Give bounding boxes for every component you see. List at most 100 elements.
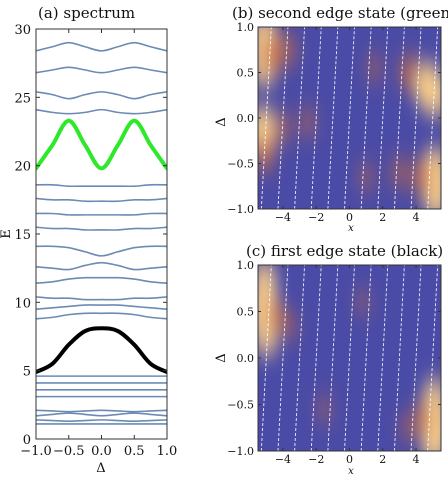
ytick-label: −0.5 bbox=[227, 158, 254, 171]
spectrum-bands bbox=[36, 41, 167, 425]
guide-line bbox=[377, 27, 389, 209]
spectrum-ticks: 0 5 10 15 20 25 30 −1.0 −0.5 0.0 0.5 1.0 bbox=[14, 23, 177, 459]
ytick-label: 0.0 bbox=[237, 352, 255, 365]
second-edge-ticks: −1.0 −0.5 0.0 0.5 1.0 −4 −2 0 2 4 bbox=[227, 21, 441, 224]
first-edge-ylabel: Δ bbox=[214, 353, 229, 362]
density-blob-10 bbox=[315, 395, 334, 424]
band-line-16 bbox=[36, 212, 167, 216]
guide-line bbox=[310, 265, 322, 451]
band-line-21 bbox=[36, 91, 167, 100]
second-edge-heatmap bbox=[258, 27, 441, 209]
band-line-23 bbox=[36, 41, 167, 52]
guide-line bbox=[294, 27, 306, 209]
spectrum-panel: (a) spectrum 0 5 10 15 20 25 30 −1.0 −0.5 0.0 0.5 1… bbox=[0, 4, 177, 476]
ytick-label: 25 bbox=[14, 91, 31, 106]
xtick-label: −1.0 bbox=[20, 444, 52, 459]
band-line-11 bbox=[36, 296, 167, 301]
guide-line bbox=[344, 265, 355, 451]
xtick-label: 2 bbox=[379, 211, 386, 224]
guide-line bbox=[294, 265, 306, 451]
band-line-17 bbox=[36, 197, 167, 203]
xtick-label: 0.5 bbox=[124, 444, 145, 459]
ytick-label: 0.5 bbox=[237, 306, 255, 319]
xtick-label: 4 bbox=[413, 453, 420, 466]
density-blob-6 bbox=[273, 110, 293, 144]
band-line-20 bbox=[36, 108, 167, 115]
guide-line bbox=[393, 265, 405, 451]
ytick-label: −1.0 bbox=[227, 203, 254, 216]
density-blob-11 bbox=[365, 53, 384, 83]
density-blob-3 bbox=[277, 32, 299, 67]
ytick-label: 1.0 bbox=[237, 259, 255, 272]
guide-line bbox=[260, 27, 272, 209]
xtick-label: 0.0 bbox=[91, 444, 112, 459]
band-line-19 bbox=[36, 118, 167, 171]
ytick-label: 1.0 bbox=[237, 21, 255, 34]
guide-line bbox=[277, 27, 289, 209]
band-line-18 bbox=[36, 183, 167, 188]
spectrum-xlabel: Δ bbox=[96, 461, 105, 476]
density-blob-9 bbox=[398, 412, 417, 443]
second-edge-ylabel: Δ bbox=[214, 117, 229, 126]
guide-line bbox=[427, 27, 439, 209]
band-line-3 bbox=[36, 409, 167, 413]
guide-line bbox=[410, 27, 422, 209]
density-blob-11 bbox=[354, 288, 372, 316]
guide-line bbox=[410, 265, 422, 451]
ytick-label: 0.5 bbox=[237, 67, 255, 80]
band-line-2 bbox=[36, 412, 167, 417]
xtick-label: −4 bbox=[275, 211, 291, 224]
first-edge-panel: (c) first edge state (black) −1.0 −0.5 0.0… bbox=[214, 242, 448, 477]
band-line-8 bbox=[36, 326, 167, 375]
density-blob-4 bbox=[280, 310, 299, 341]
second-edge-panel: (b) second edge state (green) −1.0 −0.5 0.… bbox=[214, 4, 448, 234]
ytick-label: 5 bbox=[23, 365, 31, 380]
guide-line bbox=[277, 265, 289, 451]
band-line-14 bbox=[36, 245, 167, 257]
guide-line bbox=[360, 265, 372, 451]
band-line-12 bbox=[36, 276, 167, 284]
density-blob-8 bbox=[412, 401, 433, 436]
first-edge-heatmap bbox=[258, 265, 448, 451]
xtick-label: 0 bbox=[346, 211, 353, 224]
ytick-label: −1.0 bbox=[227, 445, 254, 458]
band-line-15 bbox=[36, 226, 167, 231]
density-blob-10 bbox=[423, 73, 441, 118]
xtick-label: −0.5 bbox=[53, 444, 85, 459]
first-edge-ticks: −1.0 −0.5 0.0 0.5 1.0 −4 −2 0 2 4 bbox=[227, 259, 441, 466]
xtick-label: −2 bbox=[308, 453, 324, 466]
band-line-9 bbox=[36, 312, 167, 320]
guide-line bbox=[327, 265, 339, 451]
guide-line bbox=[260, 265, 272, 451]
guide-line bbox=[310, 27, 322, 209]
guide-line bbox=[344, 27, 355, 209]
xtick-label: 1.0 bbox=[157, 444, 178, 459]
spectrum-ylabel: E bbox=[0, 229, 14, 239]
band-line-13 bbox=[36, 261, 167, 271]
density-blob-5 bbox=[258, 136, 276, 173]
xtick-label: 0 bbox=[346, 453, 353, 466]
guide-line bbox=[360, 27, 372, 209]
density-blob-16 bbox=[356, 162, 376, 192]
ytick-label: 20 bbox=[14, 160, 31, 175]
band-line-22 bbox=[36, 66, 167, 74]
xtick-label: −2 bbox=[308, 211, 324, 224]
band-line-10 bbox=[36, 304, 167, 310]
guide-line bbox=[444, 265, 448, 451]
guide-line bbox=[327, 27, 339, 209]
first-edge-xlabel: x bbox=[348, 466, 354, 477]
density-blob-7 bbox=[298, 107, 318, 139]
density-blob-15 bbox=[389, 156, 410, 189]
xtick-label: 4 bbox=[413, 211, 420, 224]
second-edge-title: (b) second edge state (green) bbox=[232, 4, 448, 22]
ytick-label: 0 bbox=[23, 433, 31, 448]
guide-line bbox=[427, 265, 439, 451]
band-line-1 bbox=[36, 419, 167, 423]
ytick-label: 10 bbox=[14, 296, 31, 311]
guide-line bbox=[377, 265, 389, 451]
ytick-label: 0.0 bbox=[237, 112, 255, 125]
ytick-label: 15 bbox=[14, 228, 31, 243]
spectrum-title: (a) spectrum bbox=[38, 4, 135, 22]
xtick-label: 2 bbox=[379, 453, 386, 466]
spectrum-frame bbox=[35, 28, 168, 440]
